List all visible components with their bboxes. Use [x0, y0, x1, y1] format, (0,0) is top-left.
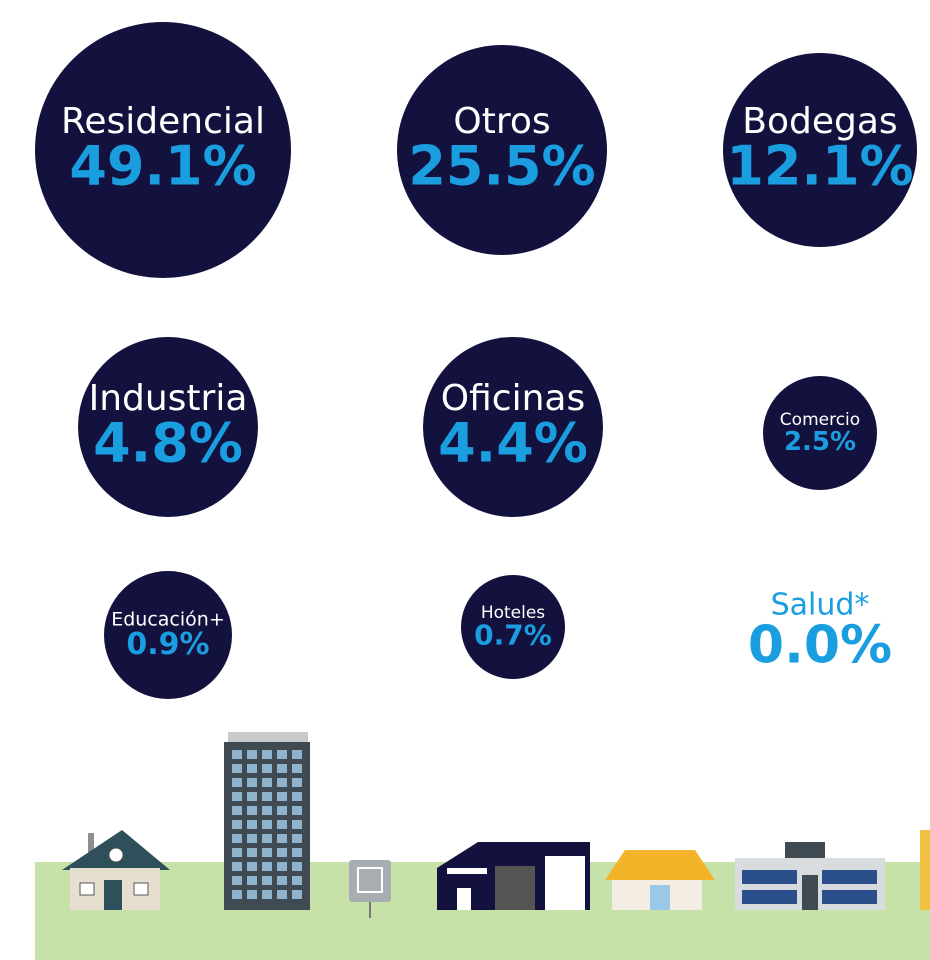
value-label: 0.9% — [126, 627, 209, 662]
infographic: Residencial49.1%Otros25.5%Bodegas12.1%In… — [0, 0, 930, 960]
school-icon — [735, 842, 885, 910]
value-label: 4.8% — [93, 411, 243, 474]
value-label: 4.4% — [438, 411, 588, 474]
partial-building — [920, 830, 930, 910]
value-label: 25.5% — [408, 134, 595, 197]
value-label: 0.0% — [748, 616, 892, 676]
city-illustration — [35, 732, 930, 960]
value-label: 0.7% — [474, 618, 552, 651]
value-label: 12.1% — [726, 134, 913, 197]
house-icon — [62, 830, 170, 910]
tower-icon — [224, 732, 310, 910]
value-label: 2.5% — [784, 427, 856, 457]
warehouse-icon — [437, 842, 590, 910]
value-label: 49.1% — [69, 134, 256, 197]
page: Residencial49.1%Otros25.5%Bodegas12.1%In… — [0, 0, 930, 960]
shop-icon — [605, 850, 715, 910]
